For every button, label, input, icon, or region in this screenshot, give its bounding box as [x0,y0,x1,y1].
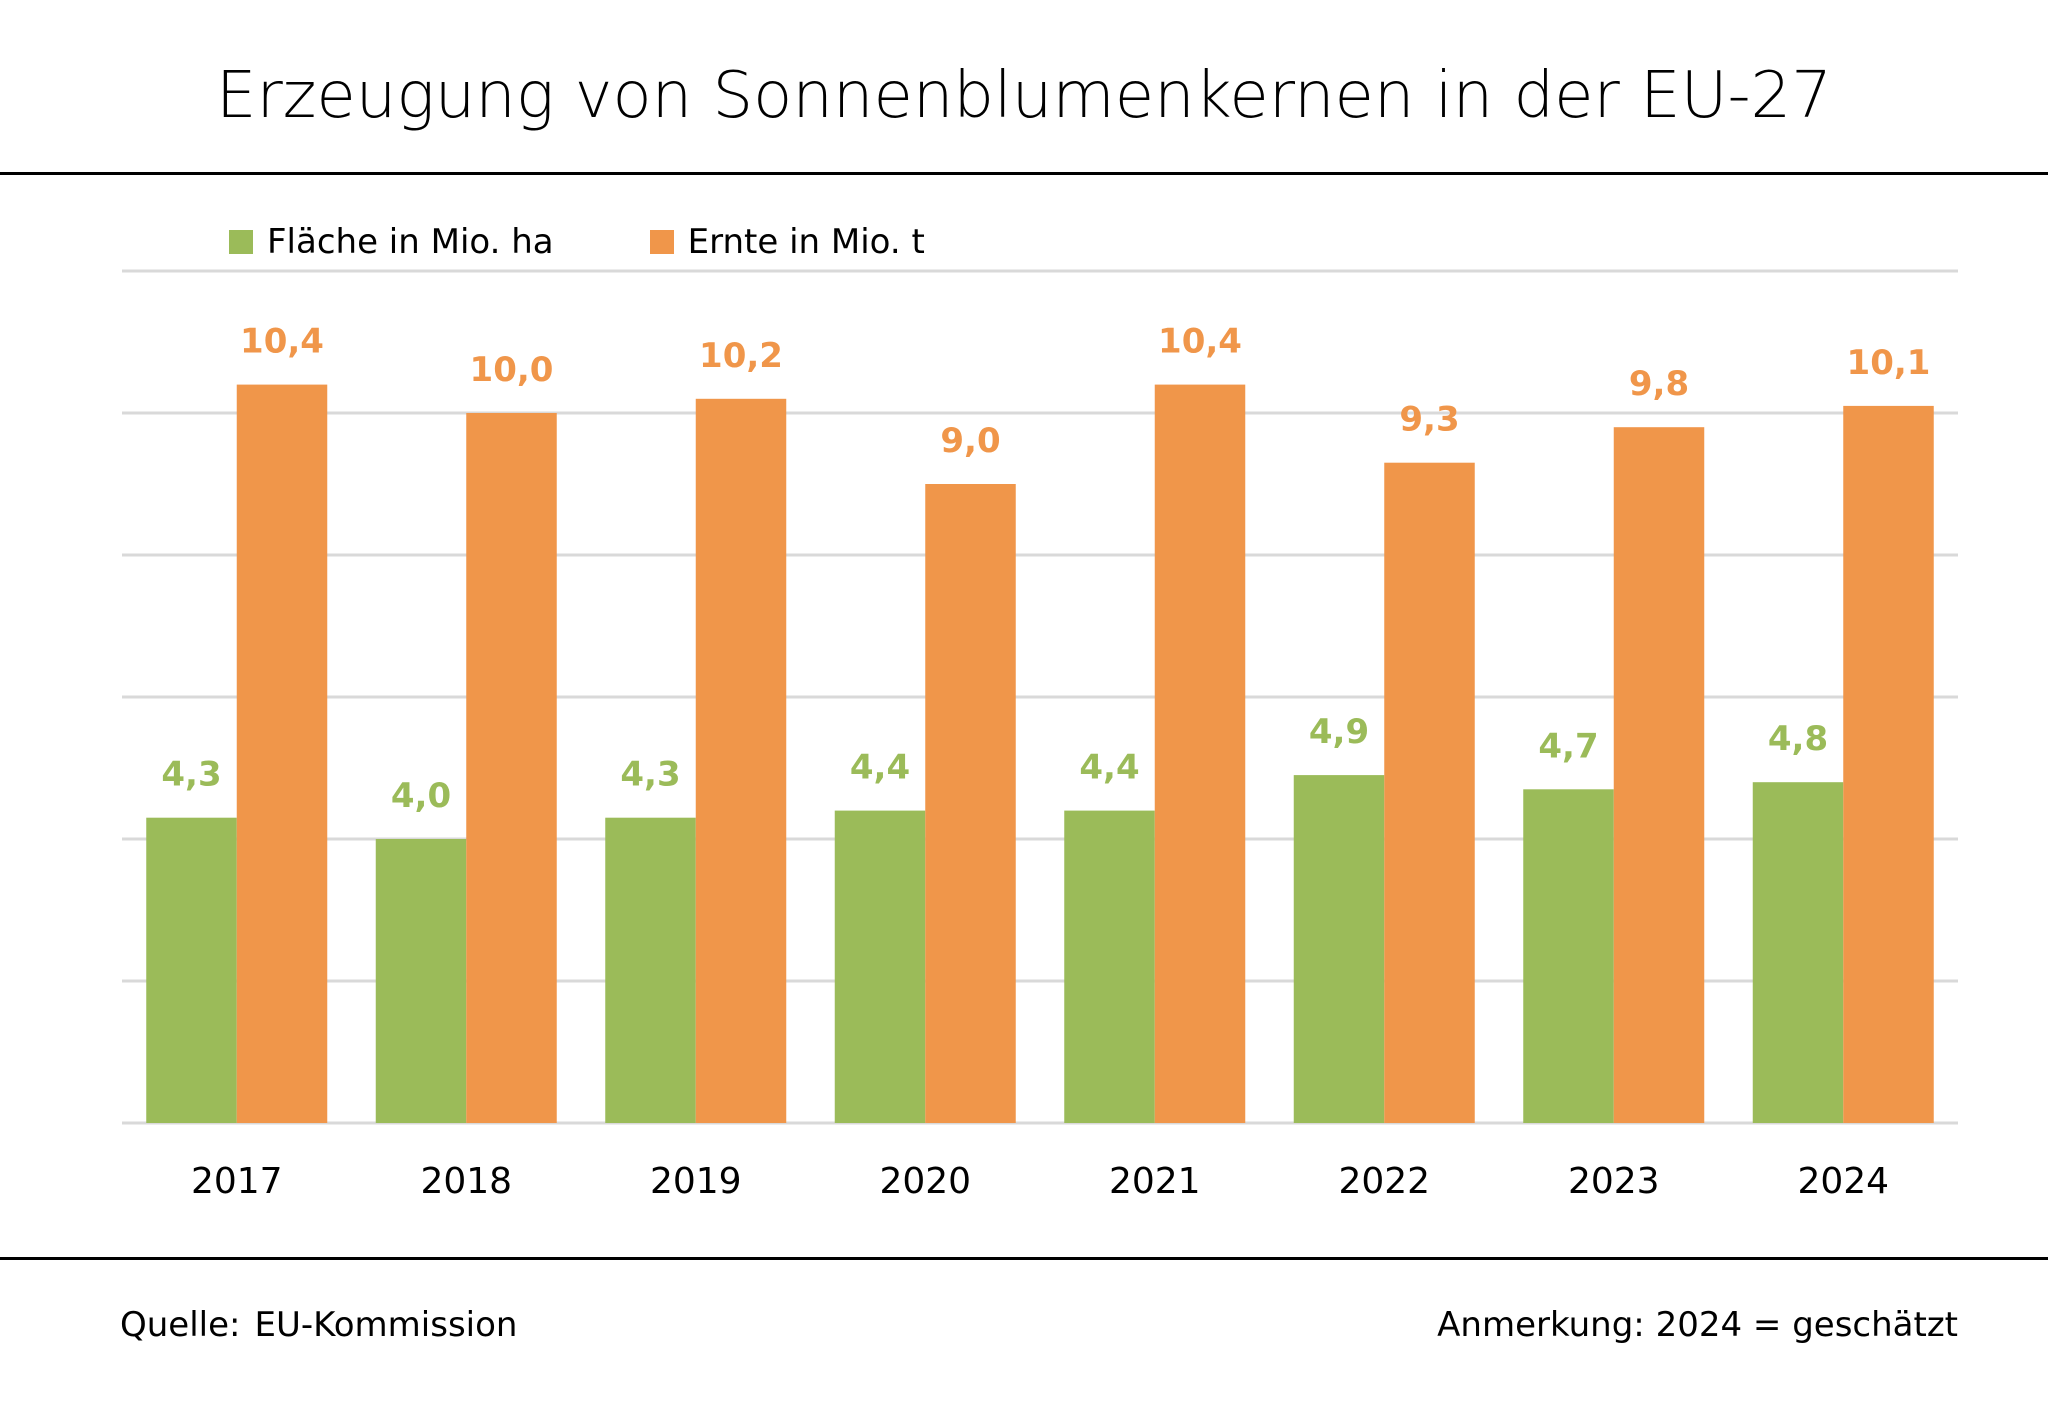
data-label: 4,3 [620,755,680,795]
bar-flaeche-2023 [1523,789,1614,1123]
gridline [122,695,1958,699]
source-value: EU-Kommission [254,1305,518,1345]
data-label: 10,2 [699,336,783,376]
legend: Fläche in Mio. ha Ernte in Mio. t [229,220,1021,264]
bar-flaeche-2018 [375,839,467,1123]
data-label: 10,4 [240,322,324,362]
bar-flaeche-2020 [834,810,926,1123]
gridline [122,979,1958,983]
data-label: 4,9 [1309,712,1369,752]
data-label: 10,4 [1158,322,1242,362]
data-label: 9,3 [1399,400,1459,440]
x-tick-label: 2017 [191,1161,283,1202]
gridline [122,269,1958,273]
chart-title: Erzeugung von Sonnenblumenkernen in der … [216,59,1832,133]
gridline [122,1121,1958,1125]
gridlines [122,269,1958,1125]
legend-swatch-orange [649,230,674,254]
legend-item-ernte: Ernte in Mio. t [649,220,925,264]
data-label: 4,3 [161,755,221,795]
bar-ernte-2022 [1384,462,1475,1123]
bars [146,384,1934,1124]
legend-swatch-green [229,230,253,254]
bar-ernte-2017 [236,384,328,1124]
source-label: Quelle: [120,1305,241,1345]
source-note: Quelle: EU-Kommission [120,1300,517,1350]
bar-flaeche-2021 [1064,810,1155,1123]
bar-flaeche-2024 [1752,782,1844,1123]
data-label: 9,8 [1629,364,1689,404]
gridline [122,553,1958,557]
data-label: 4,4 [1079,748,1139,788]
legend-label: Ernte in Mio. t [687,222,925,262]
x-tick-label: 2021 [1109,1161,1201,1202]
data-labels: 4,3 10,4 4,0 10,0 4,3 10,2 4,4 9,0 4,4 10,4 4,9 9,3… [161,322,1930,816]
data-label: 10,1 [1847,343,1931,383]
data-label: 10,0 [470,350,554,390]
x-tick-label: 2019 [650,1161,742,1202]
bar-flaeche-2022 [1293,775,1385,1123]
x-tick-label: 2018 [420,1161,512,1202]
remark-note: Anmerkung: 2024 = geschätzt [1437,1305,1958,1345]
gridline [122,411,1958,415]
data-label: 4,4 [850,748,910,788]
data-label: 9,0 [940,421,1000,461]
x-tick-label: 2023 [1568,1161,1660,1202]
data-label: 4,7 [1538,726,1598,766]
legend-item-flaeche: Fläche in Mio. ha [229,220,554,264]
bar-flaeche-2019 [605,817,696,1123]
bar-ernte-2018 [466,413,557,1123]
bar-flaeche-2017 [146,817,237,1123]
x-tick-label: 2024 [1797,1161,1889,1202]
bar-ernte-2023 [1613,427,1705,1123]
bar-ernte-2021 [1154,384,1246,1124]
x-tick-label: 2022 [1338,1161,1430,1202]
data-label: 4,8 [1768,719,1828,759]
top-divider [0,172,2048,175]
bar-ernte-2020 [925,484,1016,1123]
x-tick-label: 2020 [879,1161,971,1202]
x-axis-tick-labels: 2017 2018 2019 2020 2021 2022 2023 2024 [191,1161,1889,1202]
bar-ernte-2024 [1843,405,1934,1123]
bar-ernte-2019 [695,398,787,1123]
legend-label: Fläche in Mio. ha [267,222,554,262]
gridline [122,837,1958,841]
data-label: 4,0 [391,776,451,816]
bottom-divider [0,1257,2048,1260]
